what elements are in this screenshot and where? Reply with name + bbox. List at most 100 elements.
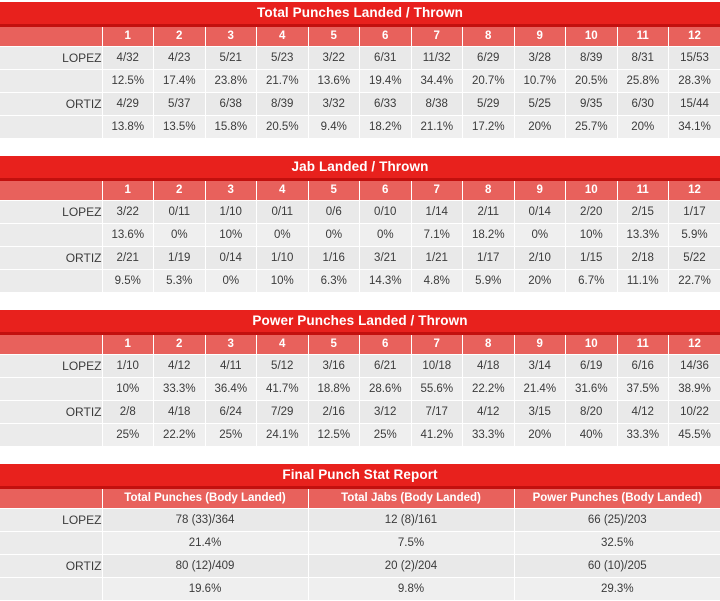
stat-cell: 1/17 [668,200,720,224]
stat-cell: 11.1% [617,269,669,292]
stat-block-final-report: Final Punch Stat Report Total Punches (B… [0,462,720,600]
stat-cell: 3/22 [308,46,360,70]
round-header-2: 2 [153,181,206,201]
stat-cell: 18.8% [308,377,360,401]
table-jab: 1 2 3 4 5 6 7 8 9 10 11 12 LOPEZ 3/22 0/… [0,181,720,292]
table-row: 13.8% 13.5% 15.8% 20.5% 9.4% 18.2% 21.1%… [0,115,720,138]
round-header-6: 6 [359,335,412,355]
round-header-3: 3 [205,181,257,201]
round-header-5: 5 [308,27,360,47]
table-title-power-punches: Power Punches Landed / Thrown [0,308,720,335]
stat-cell: 8/39 [256,92,309,116]
stat-cell: 10% [205,223,257,247]
stat-cell: 6/19 [565,354,618,378]
stat-cell: 3/22 [102,200,154,224]
stat-cell: 1/21 [411,246,463,270]
fighter-label: ORTIZ [0,92,103,116]
round-header-2: 2 [153,335,206,355]
fighter-label-blank [0,377,103,401]
stat-cell: 0/11 [256,200,309,224]
round-header-6: 6 [359,181,412,201]
stat-cell: 40% [565,423,618,446]
fighter-label-blank [0,531,103,555]
stat-cell: 55.6% [411,377,463,401]
table-row: ORTIZ 80 (12)/409 20 (2)/204 60 (10)/205 [0,554,720,578]
round-header-10: 10 [565,181,618,201]
stat-cell: 5/37 [153,92,206,116]
stat-cell: 14/36 [668,354,720,378]
fighter-label: ORTIZ [0,554,103,578]
round-header-4: 4 [256,27,309,47]
stat-cell: 25% [102,423,154,446]
stat-cell: 10.7% [514,69,566,93]
stat-cell: 22.7% [668,269,720,292]
stat-cell: 25% [359,423,412,446]
round-header-row: 1 2 3 4 5 6 7 8 9 10 11 12 [0,27,720,47]
fighter-label: ORTIZ [0,246,103,270]
stat-cell: 3/15 [514,400,566,424]
stat-cell: 23.8% [205,69,257,93]
stat-cell: 20% [514,269,566,292]
stat-cell: 10% [565,223,618,247]
stat-cell: 17.2% [462,115,515,138]
fighter-label: LOPEZ [0,508,103,532]
table-row: ORTIZ 4/29 5/37 6/38 8/39 3/32 6/33 8/38… [0,92,720,116]
stat-cell: 12.5% [102,69,154,93]
stat-cell: 66 (25)/203 [514,508,720,532]
stat-cell: 41.7% [256,377,309,401]
stat-cell: 4/11 [205,354,257,378]
stat-cell: 9.8% [308,577,515,600]
stat-cell: 1/10 [205,200,257,224]
header-corner-cell [0,27,103,47]
stat-cell: 2/11 [462,200,515,224]
round-header-12: 12 [668,181,720,201]
stat-cell: 5/22 [668,246,720,270]
table-row: LOPEZ 4/32 4/23 5/21 5/23 3/22 6/31 11/3… [0,46,720,70]
stat-cell: 1/16 [308,246,360,270]
table-title-final-report: Final Punch Stat Report [0,462,720,489]
stat-cell: 0% [359,223,412,247]
stat-cell: 20.5% [256,115,309,138]
stat-cell: 4/12 [617,400,669,424]
fighter-label: LOPEZ [0,200,103,224]
stat-cell: 21.1% [411,115,463,138]
fighter-label-blank [0,423,103,446]
stat-cell: 34.1% [668,115,720,138]
stat-cell: 13.6% [102,223,154,247]
table-row: ORTIZ 2/8 4/18 6/24 7/29 2/16 3/12 7/17 … [0,400,720,424]
stat-cell: 15/44 [668,92,720,116]
stat-cell: 10/18 [411,354,463,378]
stat-cell: 4/18 [153,400,206,424]
stat-cell: 33.3% [153,377,206,401]
round-header-10: 10 [565,27,618,47]
stat-cell: 6/29 [462,46,515,70]
round-header-row: 1 2 3 4 5 6 7 8 9 10 11 12 [0,181,720,201]
stat-cell: 5/23 [256,46,309,70]
stat-cell: 33.3% [617,423,669,446]
stat-cell: 20% [514,115,566,138]
stat-cell: 19.6% [102,577,309,600]
stat-cell: 25% [205,423,257,446]
header-corner-cell [0,335,103,355]
stat-cell: 4/29 [102,92,154,116]
table-row: 10% 33.3% 36.4% 41.7% 18.8% 28.6% 55.6% … [0,377,720,401]
stat-cell: 6/24 [205,400,257,424]
stat-cell: 33.3% [462,423,515,446]
stat-cell: 22.2% [153,423,206,446]
stat-cell: 28.3% [668,69,720,93]
round-header-9: 9 [514,335,566,355]
stat-cell: 9.5% [102,269,154,292]
table-spacer [0,446,720,462]
table-total-punches: 1 2 3 4 5 6 7 8 9 10 11 12 LOPEZ 4/32 4/… [0,27,720,138]
stat-cell: 2/20 [565,200,618,224]
stat-cell: 80 (12)/409 [102,554,309,578]
round-header-11: 11 [617,335,669,355]
stat-cell: 8/20 [565,400,618,424]
stat-cell: 60 (10)/205 [514,554,720,578]
stat-cell: 6.3% [308,269,360,292]
stat-cell: 3/14 [514,354,566,378]
stat-cell: 5.3% [153,269,206,292]
stat-cell: 25.8% [617,69,669,93]
stat-cell: 7/17 [411,400,463,424]
round-header-3: 3 [205,335,257,355]
